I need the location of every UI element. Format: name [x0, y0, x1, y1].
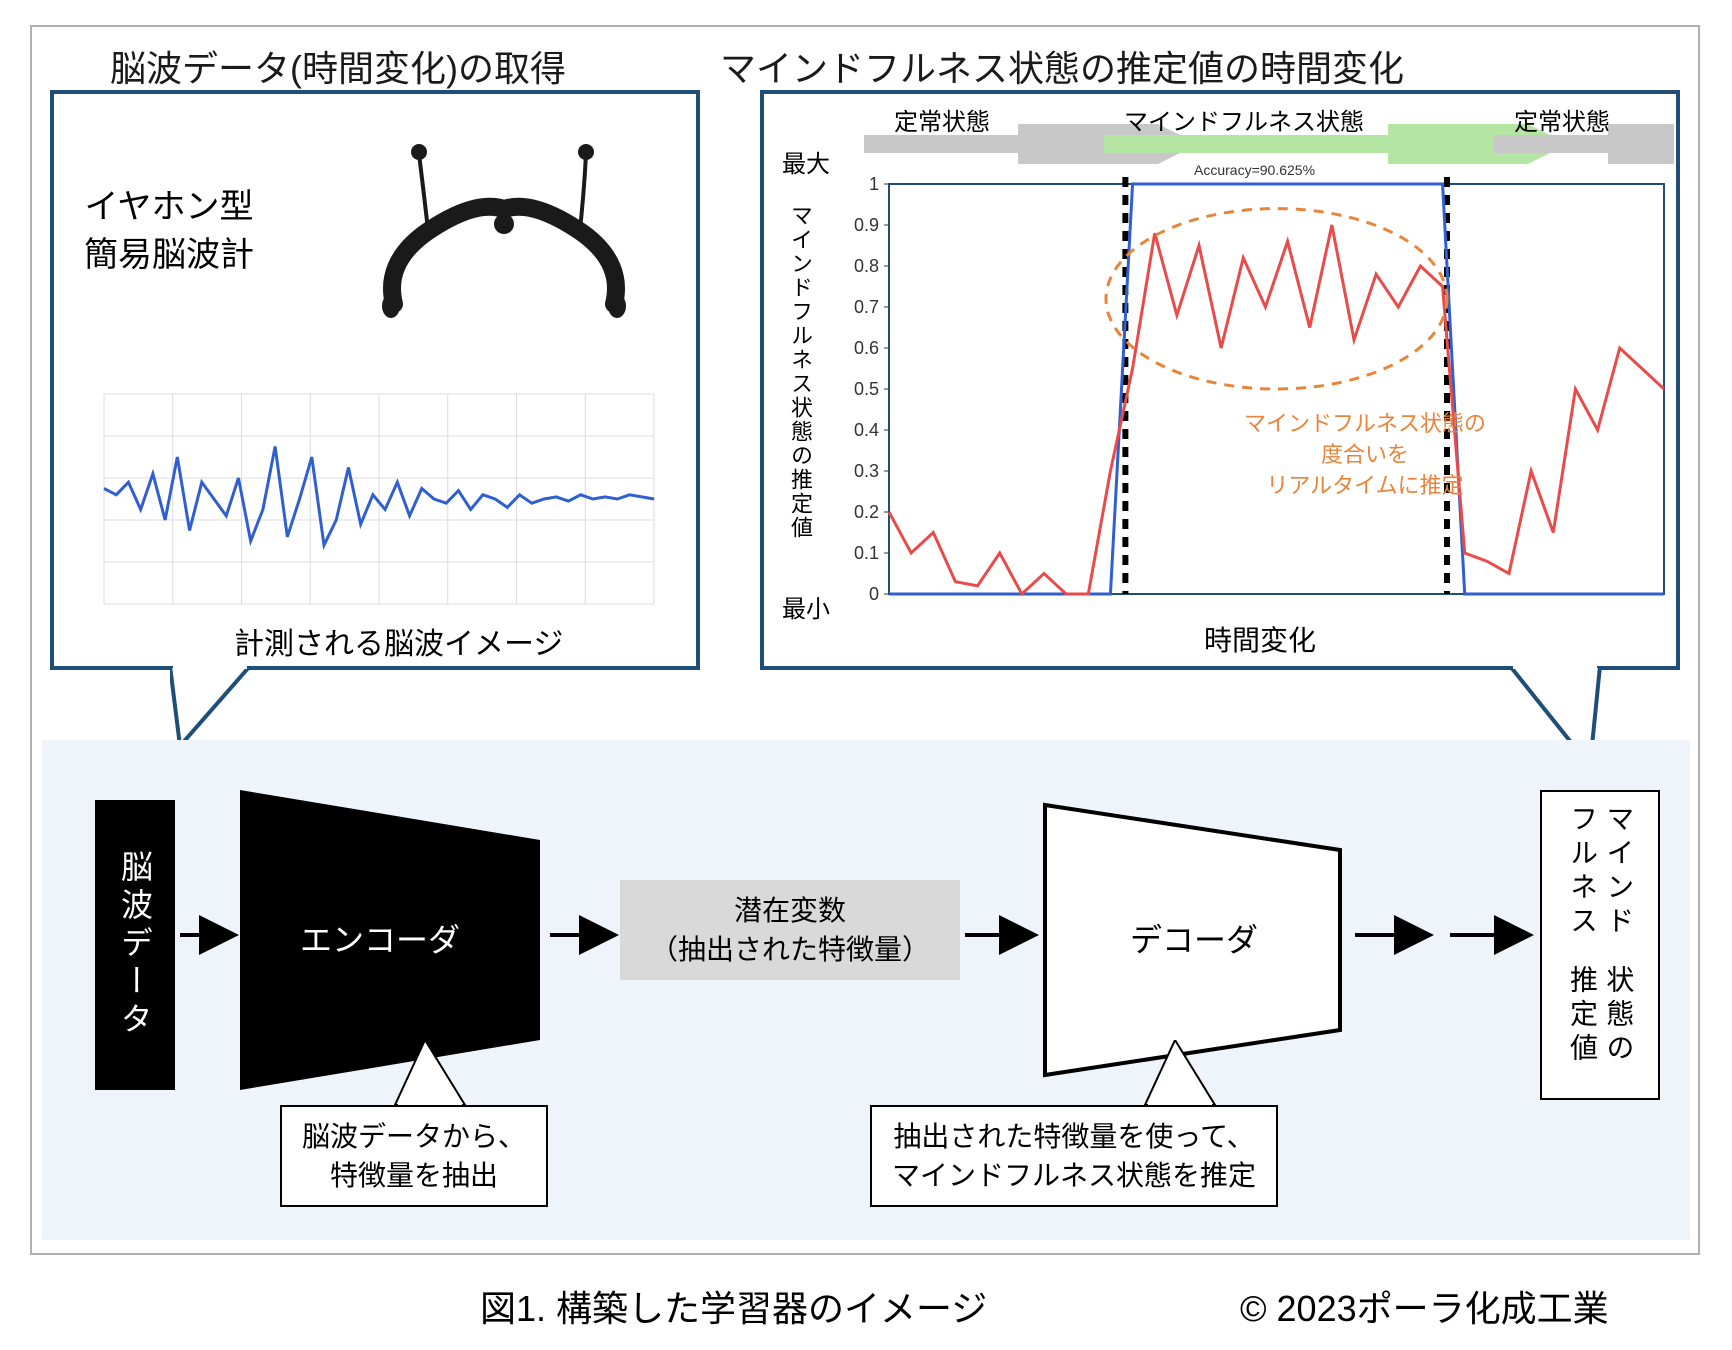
- svg-text:0.9: 0.9: [854, 215, 879, 235]
- callout-dec-tail: [1140, 1040, 1230, 1110]
- svg-text:0: 0: [869, 584, 879, 604]
- latent-l1: 潜在変数: [734, 891, 846, 930]
- state-normal-2: 定常状態: [1514, 102, 1610, 137]
- eeg-image-label: 計測される脳波イメージ: [234, 619, 563, 663]
- min-label: 最小: [782, 589, 830, 624]
- dec-callout-l1: 抽出された特徴量を使って、: [892, 1117, 1256, 1156]
- state-normal-1: 定常状態: [894, 102, 990, 137]
- svg-text:0.2: 0.2: [854, 502, 879, 522]
- time-axis-label: 時間変化: [1204, 619, 1316, 659]
- latent-l2: （抽出された特徴量）: [650, 930, 930, 969]
- device-label-l1: イヤホン型: [84, 184, 254, 232]
- output-l1: マインドフルネス: [1564, 804, 1637, 965]
- decoder-label: デコーダ: [1130, 915, 1258, 961]
- anno-l2: 度合いを: [1244, 440, 1486, 471]
- copyright: © 2023ポーラ化成工業: [1240, 1280, 1609, 1332]
- output-l2: 状態の推定値: [1564, 965, 1637, 1086]
- realtime-annotation: マインドフルネス状態の 度合いを リアルタイムに推定: [1244, 409, 1486, 501]
- device-label-l2: 簡易脳波計: [84, 232, 254, 280]
- callout-enc-tail: [390, 1040, 480, 1110]
- svg-text:0.8: 0.8: [854, 256, 879, 276]
- encoder-label: エンコーダ: [300, 915, 460, 961]
- max-label: 最大: [782, 144, 830, 179]
- earphone-device-icon: [334, 124, 654, 344]
- device-label: イヤホン型 簡易脳波計: [84, 184, 254, 279]
- svg-text:0.4: 0.4: [854, 420, 879, 440]
- anno-l3: リアルタイムに推定: [1244, 471, 1486, 502]
- title-left: 脳波データ(時間変化)の取得: [110, 40, 566, 92]
- output-box: マインドフルネス状態の推定値: [1540, 790, 1660, 1100]
- svg-text:1: 1: [869, 174, 879, 194]
- svg-text:0.7: 0.7: [854, 297, 879, 317]
- svg-text:0.6: 0.6: [854, 338, 879, 358]
- title-right: マインドフルネス状態の推定値の時間変化: [720, 40, 1404, 92]
- enc-callout-l2: 特徴量を抽出: [302, 1156, 526, 1195]
- latent-box: 潜在変数 （抽出された特徴量）: [620, 880, 960, 980]
- y-axis-label: マインドフルネス状態の推定値: [784, 204, 816, 584]
- panel-eeg-acquisition: イヤホン型 簡易脳波計 計測される脳波イメージ: [50, 90, 700, 670]
- svg-text:0.3: 0.3: [854, 461, 879, 481]
- mindfulness-line-chart: 0 0.1 0.2 0.3 0.4 0.5 0.6 0.7 0.8 0.9 1: [834, 174, 1674, 614]
- input-box: 脳波データ: [95, 800, 175, 1090]
- figure-caption: 図1. 構築した学習器のイメージ: [480, 1280, 987, 1332]
- decoder-callout: 抽出された特徴量を使って、 マインドフルネス状態を推定: [870, 1105, 1278, 1207]
- panel-mindfulness-chart: 最大 最小 時間変化 マインドフルネス状態の推定値 定常状態 マインドフルネス状…: [760, 90, 1680, 670]
- enc-callout-l1: 脳波データから、: [302, 1117, 526, 1156]
- dec-callout-l2: マインドフルネス状態を推定: [892, 1156, 1256, 1195]
- svg-text:0.1: 0.1: [854, 543, 879, 563]
- anno-l1: マインドフルネス状態の: [1244, 409, 1486, 440]
- eeg-waveform-chart: [94, 384, 664, 614]
- svg-text:0.5: 0.5: [854, 379, 879, 399]
- state-mindful: マインドフルネス状態: [1124, 102, 1364, 137]
- encoder-callout: 脳波データから、 特徴量を抽出: [280, 1105, 548, 1207]
